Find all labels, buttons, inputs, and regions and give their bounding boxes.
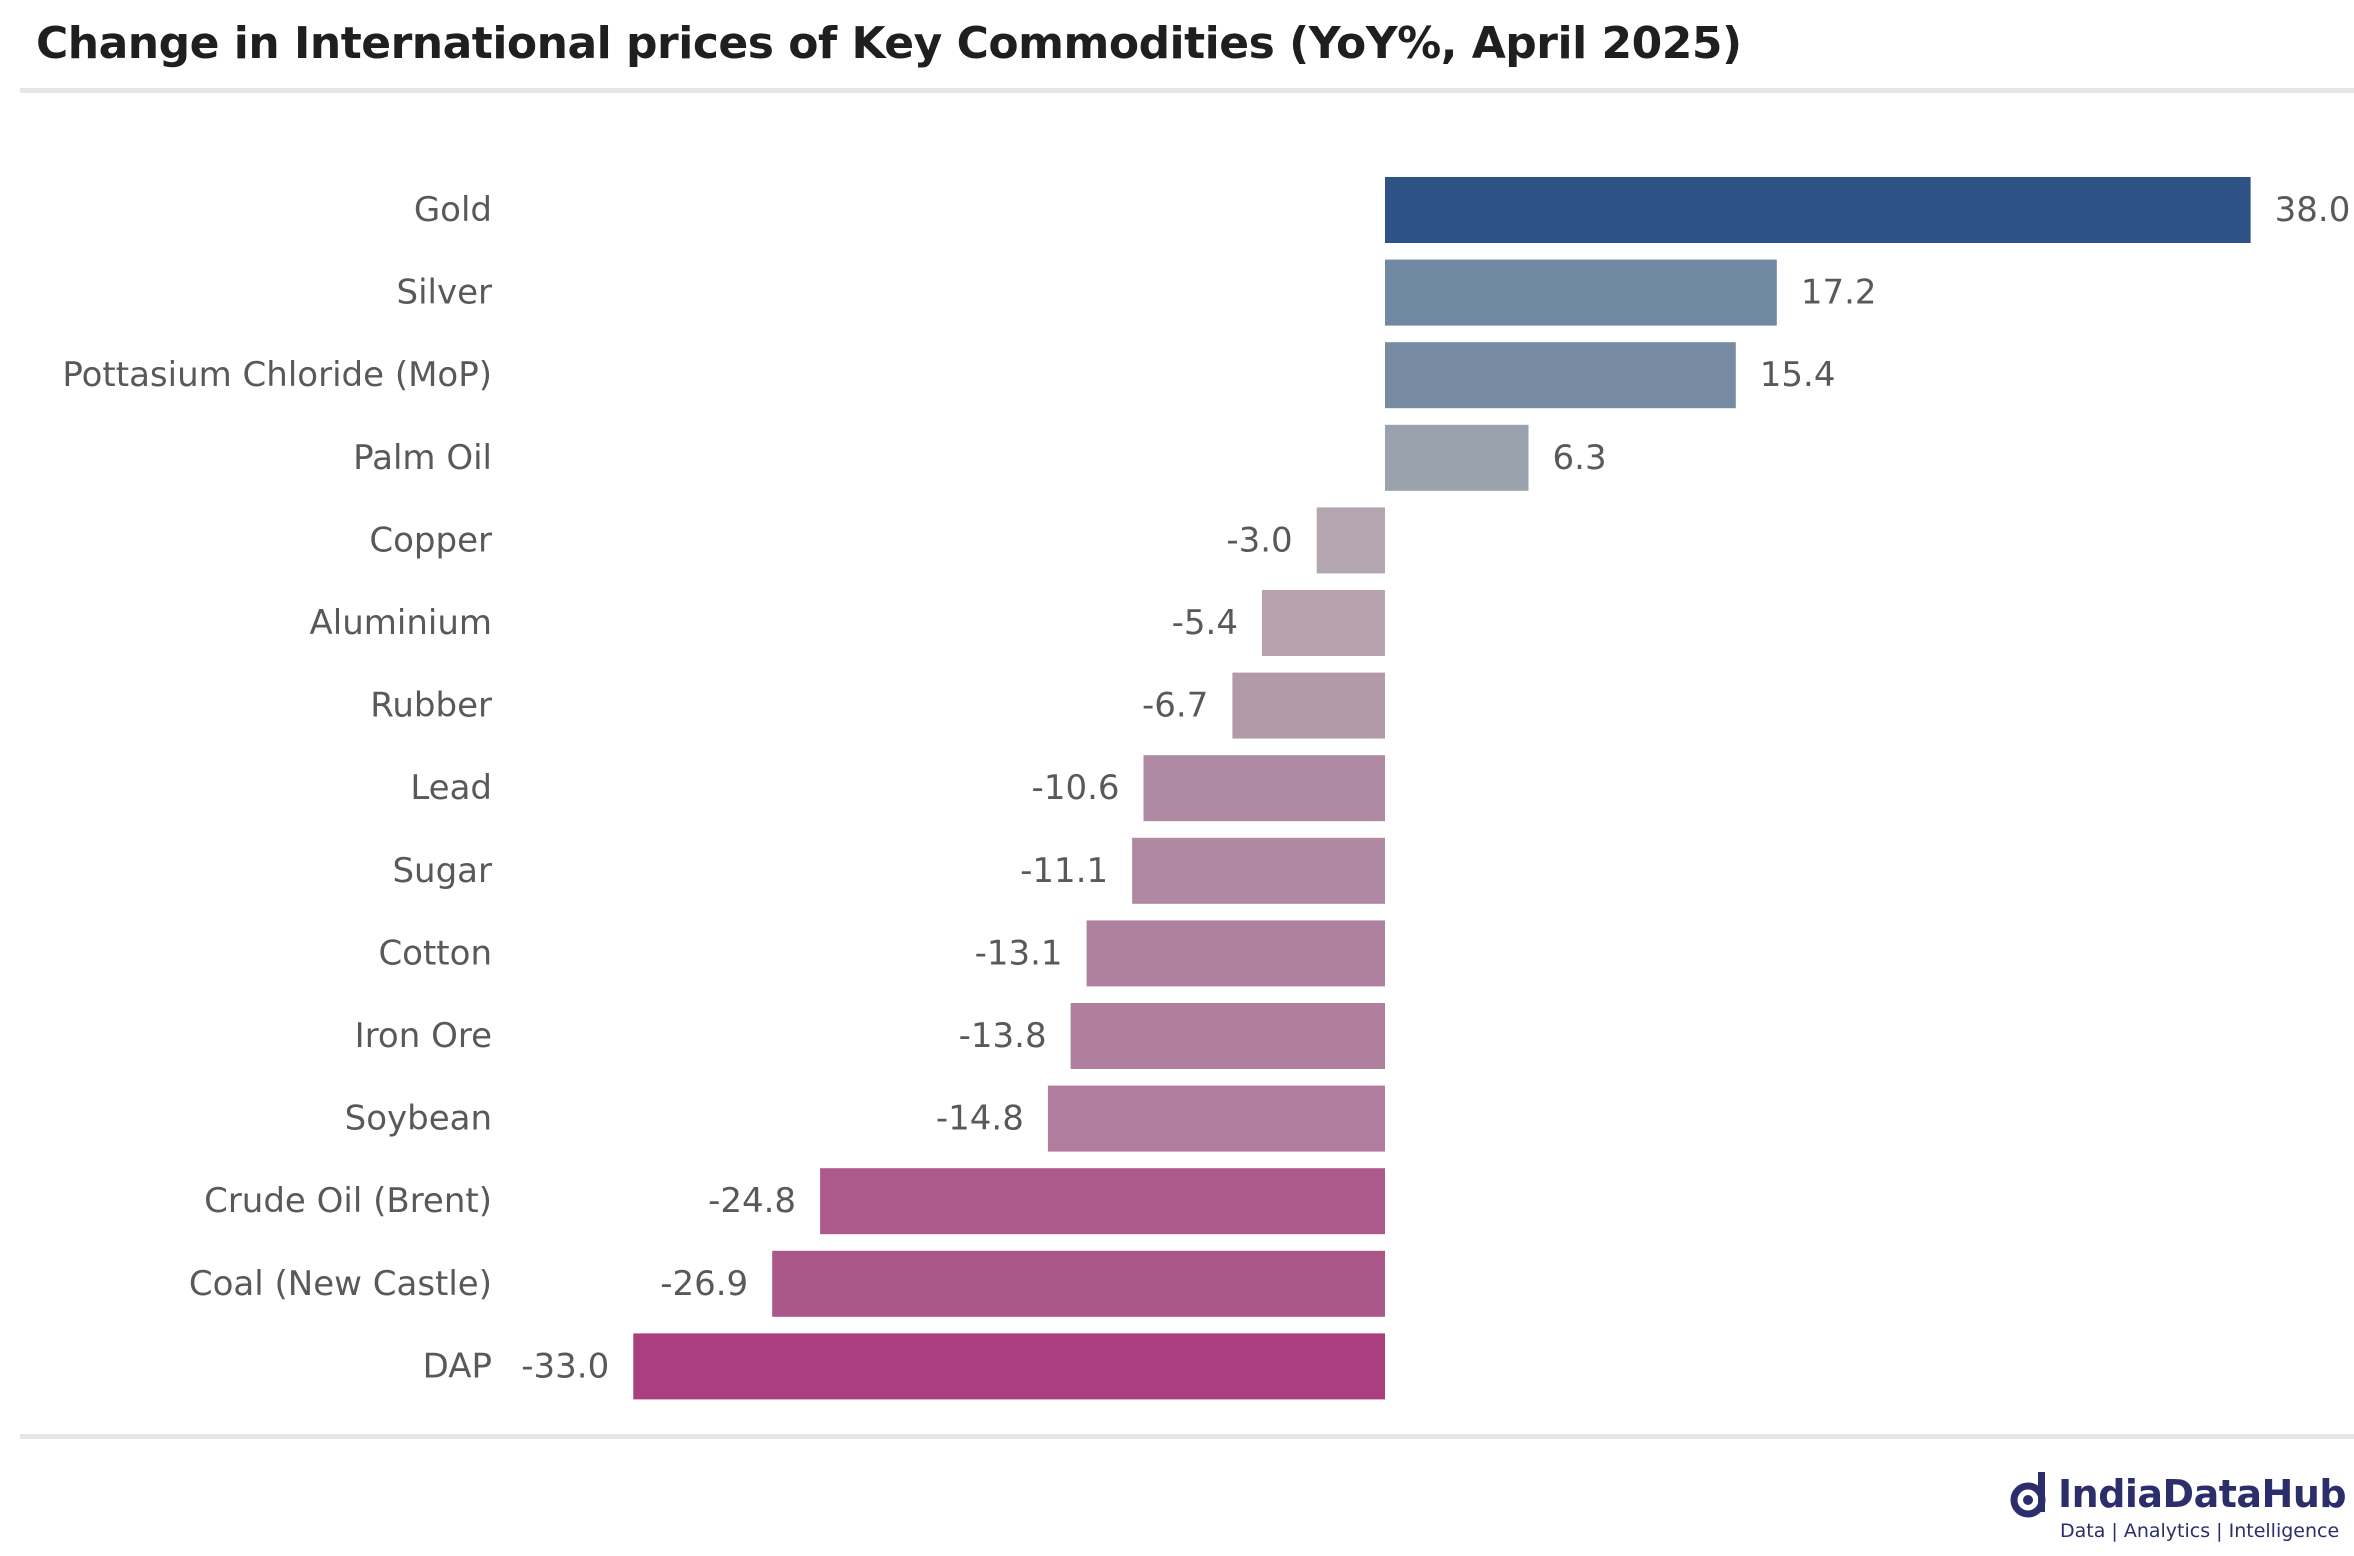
category-label: Coal (New Castle) xyxy=(189,1264,492,1304)
bar xyxy=(1385,177,2251,243)
bar xyxy=(1385,259,1777,326)
category-label: Pottasium Chloride (MoP) xyxy=(62,355,492,395)
bottom-divider xyxy=(20,1434,2354,1439)
category-label: Lead xyxy=(410,768,492,808)
value-label: -24.8 xyxy=(708,1181,796,1221)
brand-icon xyxy=(2010,1472,2046,1518)
bar xyxy=(1132,837,1385,904)
value-label: -5.4 xyxy=(1172,603,1238,643)
category-label: Sugar xyxy=(392,851,492,891)
value-label: -26.9 xyxy=(660,1264,748,1304)
category-label: DAP xyxy=(423,1346,492,1386)
bar xyxy=(1232,672,1385,739)
bar xyxy=(1385,424,1529,491)
bar xyxy=(1316,507,1385,574)
bar xyxy=(1070,1003,1385,1069)
category-label: Copper xyxy=(369,520,492,560)
bar xyxy=(1385,342,1736,409)
bar xyxy=(820,1168,1385,1235)
brand-name: IndiaDataHub xyxy=(2058,1472,2347,1516)
bar xyxy=(772,1250,1385,1317)
value-label: 17.2 xyxy=(1801,273,1877,313)
value-label: -3.0 xyxy=(1226,520,1292,560)
bar xyxy=(1262,590,1385,656)
category-label: Gold xyxy=(414,190,492,230)
category-label: Rubber xyxy=(370,686,492,726)
bar xyxy=(633,1333,1385,1400)
value-label: -14.8 xyxy=(936,1099,1024,1139)
bar xyxy=(1086,920,1385,987)
bar xyxy=(1143,755,1385,822)
value-label: -33.0 xyxy=(521,1346,609,1386)
category-label: Silver xyxy=(397,273,493,313)
value-label: -6.7 xyxy=(1142,686,1208,726)
value-label: -13.8 xyxy=(959,1016,1047,1056)
category-label: Crude Oil (Brent) xyxy=(204,1181,492,1221)
value-label: -10.6 xyxy=(1032,768,1120,808)
value-label: 6.3 xyxy=(1553,438,1607,478)
category-label: Aluminium xyxy=(310,603,492,643)
bars-group: Gold 38.0 Silver 17.2 Pottasium Chloride (Mo… xyxy=(62,177,2351,1400)
top-divider xyxy=(20,88,2354,93)
value-label: 38.0 xyxy=(2275,190,2351,230)
value-label: 15.4 xyxy=(1760,355,1836,395)
brand-logo: IndiaDataHub Data | Analytics | Intellig… xyxy=(2008,1468,2348,1548)
category-label: Cotton xyxy=(378,933,492,973)
brand-tagline: Data | Analytics | Intelligence xyxy=(2060,1520,2340,1542)
category-label: Iron Ore xyxy=(355,1016,492,1056)
category-label: Soybean xyxy=(345,1099,492,1139)
bar xyxy=(1047,1085,1385,1152)
value-label: -11.1 xyxy=(1020,851,1108,891)
bar-chart: Gold 38.0 Silver 17.2 Pottasium Chloride (Mo… xyxy=(62,177,2351,1400)
value-label: -13.1 xyxy=(975,933,1063,973)
category-label: Palm Oil xyxy=(353,438,492,478)
chart-title: Change in International prices of Key Co… xyxy=(36,18,1742,69)
